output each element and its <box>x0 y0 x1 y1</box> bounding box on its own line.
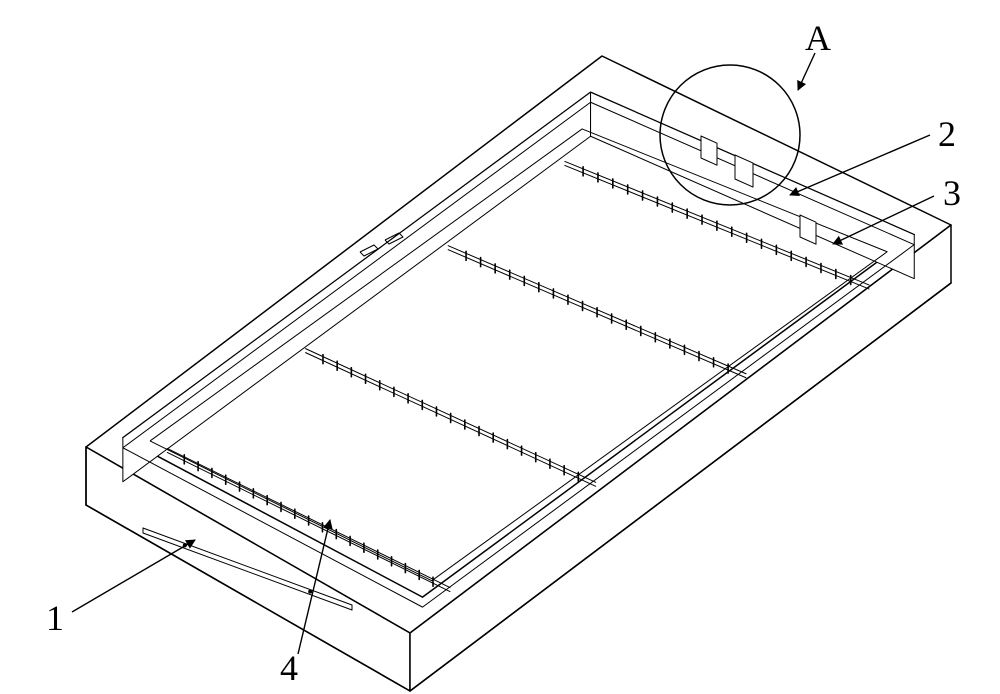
callout-1: 1 <box>46 598 64 638</box>
callout-A: A <box>805 18 831 58</box>
callout-2: 2 <box>938 114 956 154</box>
callout-4: 4 <box>280 648 298 688</box>
outer-frame <box>86 56 951 691</box>
callout-3: 3 <box>943 173 961 213</box>
